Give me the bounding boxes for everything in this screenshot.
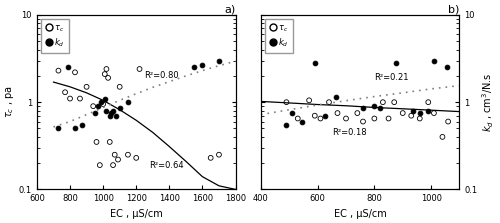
Point — [311, 61, 319, 65]
Point — [71, 127, 79, 130]
Point — [190, 66, 198, 69]
Point — [101, 97, 109, 100]
Point — [298, 120, 306, 123]
Legend: $\tau_c$, $k_d$: $\tau_c$, $k_d$ — [265, 19, 293, 53]
Point — [104, 76, 112, 80]
Text: R²=0.18: R²=0.18 — [332, 128, 366, 137]
Point — [332, 95, 340, 99]
Point — [430, 59, 438, 62]
Point — [116, 85, 124, 89]
Point — [101, 72, 109, 76]
Point — [206, 156, 214, 160]
Point — [430, 111, 438, 115]
Text: a): a) — [224, 4, 235, 14]
Point — [379, 100, 387, 104]
Point — [99, 102, 107, 106]
Point — [282, 100, 290, 104]
Y-axis label: $\tau_c$ , pa: $\tau_c$ , pa — [4, 86, 16, 118]
Point — [438, 135, 446, 139]
Point — [136, 67, 143, 71]
Point — [54, 69, 62, 72]
Point — [114, 158, 122, 161]
Point — [71, 70, 79, 74]
Point — [359, 120, 367, 123]
Point — [132, 156, 140, 160]
Point — [109, 109, 117, 112]
Point — [215, 153, 223, 157]
Point — [407, 114, 415, 118]
X-axis label: EC , μS/cm: EC , μS/cm — [334, 209, 386, 219]
Point — [354, 111, 362, 115]
Point — [94, 104, 102, 108]
Point — [370, 117, 378, 120]
Text: b): b) — [448, 4, 460, 14]
Point — [370, 104, 378, 108]
Point — [102, 67, 110, 71]
Point — [91, 111, 99, 115]
Y-axis label: $k_d$ , cm$^3$/N.s: $k_d$ , cm$^3$/N.s — [480, 72, 496, 132]
Point — [282, 123, 290, 127]
Point — [311, 114, 319, 118]
Point — [424, 100, 432, 104]
Point — [325, 100, 333, 104]
Legend: $\tau_c$, $k_d$: $\tau_c$, $k_d$ — [41, 19, 69, 53]
Point — [215, 59, 223, 62]
Point — [108, 111, 116, 115]
Point — [109, 163, 117, 167]
Point — [64, 66, 72, 69]
Point — [305, 99, 313, 102]
Point — [334, 111, 342, 115]
Point — [124, 153, 132, 157]
Point — [78, 123, 86, 127]
Point — [359, 107, 367, 110]
Point — [416, 111, 424, 115]
Point — [106, 140, 114, 144]
Point — [390, 100, 398, 104]
Point — [106, 114, 114, 118]
Point — [116, 107, 124, 110]
Point — [444, 120, 452, 123]
Point — [102, 109, 110, 112]
Point — [376, 107, 384, 110]
Text: R²=0.21: R²=0.21 — [374, 73, 409, 82]
Point — [294, 117, 302, 120]
Point — [392, 61, 400, 65]
Point — [384, 117, 392, 120]
Point — [320, 114, 328, 118]
Point — [76, 97, 84, 100]
Point — [110, 153, 118, 157]
Point — [124, 100, 132, 104]
Point — [424, 109, 432, 112]
Point — [66, 97, 74, 100]
Point — [342, 117, 350, 120]
Point — [92, 140, 100, 144]
Text: R²=0.64: R²=0.64 — [150, 161, 184, 170]
Point — [398, 111, 406, 115]
Point — [96, 163, 104, 167]
Point — [112, 114, 120, 118]
Text: R²=0.80: R²=0.80 — [144, 71, 179, 81]
Point — [98, 100, 106, 104]
Point — [442, 66, 450, 69]
Point — [288, 111, 296, 115]
Point — [416, 117, 424, 120]
X-axis label: EC , μS/cm: EC , μS/cm — [110, 209, 162, 219]
Point — [316, 117, 324, 120]
Point — [198, 63, 206, 66]
Point — [54, 127, 62, 130]
Point — [408, 109, 416, 112]
Point — [61, 91, 69, 94]
Point — [82, 85, 90, 89]
Point — [89, 104, 97, 108]
